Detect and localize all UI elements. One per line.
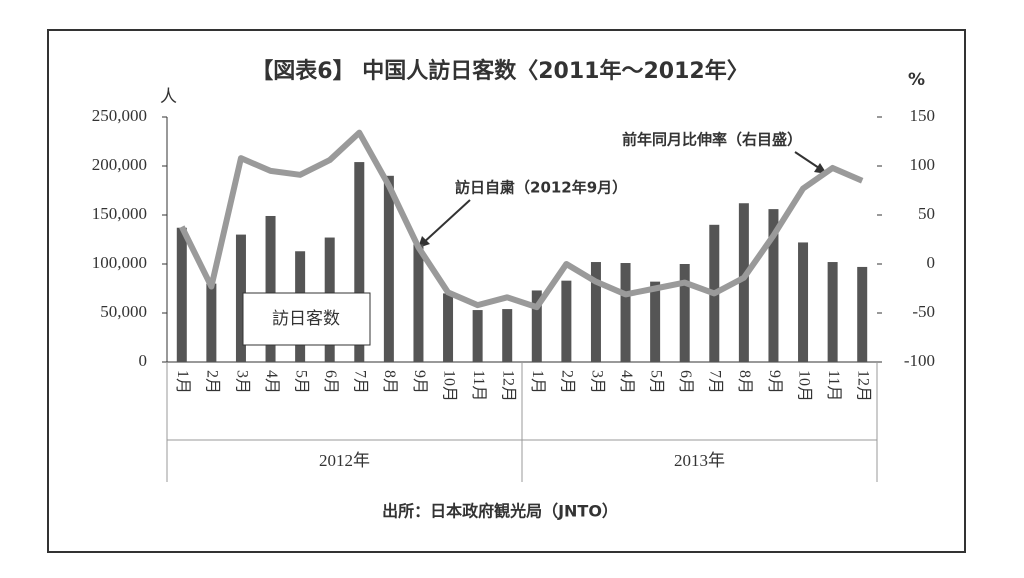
x-tick-label: 12月 — [500, 370, 517, 402]
x-group-label: 2013年 — [674, 451, 725, 470]
source: 出所：日本政府観光局（JNTO） — [382, 502, 618, 521]
x-tick-label: 6月 — [322, 370, 339, 394]
legend-label: 前年同月比伸率（右目盛） — [622, 131, 802, 149]
x-tick-label: 9月 — [766, 370, 783, 394]
x-tick-label: 7月 — [707, 370, 724, 394]
y2-unit: % — [908, 70, 925, 90]
bar — [383, 175, 394, 362]
x-tick-label: 3月 — [233, 370, 250, 394]
bar — [413, 244, 424, 362]
x-tick-label: 5月 — [292, 370, 309, 394]
y-tick-label: 50,000 — [100, 302, 147, 321]
bar — [650, 281, 661, 362]
legend-label: 訪日客数 — [272, 309, 340, 328]
x-tick-label: 10月 — [440, 370, 457, 402]
x-tick-label: 3月 — [588, 370, 605, 394]
bar — [265, 215, 276, 362]
x-tick-label: 8月 — [381, 370, 398, 394]
x-tick-label: 1月 — [174, 370, 191, 394]
bar — [857, 266, 868, 362]
bar — [620, 263, 631, 362]
annotation-arrow — [421, 199, 471, 245]
bar — [798, 242, 809, 362]
y-tick-label: 250,000 — [92, 106, 147, 125]
bar — [235, 234, 246, 362]
bar — [679, 264, 690, 362]
x-tick-label: 2月 — [204, 370, 221, 394]
bar — [443, 293, 454, 362]
y-tick-label: 200,000 — [92, 155, 147, 174]
bar — [738, 203, 749, 362]
x-tick-label: 4月 — [263, 370, 280, 394]
x-tick-label: 11月 — [470, 370, 487, 401]
x-tick-label: 1月 — [529, 370, 546, 394]
bar — [590, 262, 601, 362]
x-tick-label: 12月 — [855, 370, 872, 402]
x-tick-label: 6月 — [677, 370, 694, 394]
bar — [827, 262, 838, 362]
bar — [531, 290, 542, 362]
bar — [561, 280, 572, 362]
y2-tick-label: -100 — [904, 351, 935, 370]
y2-tick-label: 50 — [918, 204, 935, 223]
x-group-label: 2012年 — [319, 451, 370, 470]
bar — [176, 227, 187, 362]
bar — [354, 162, 365, 362]
y-unit: 人 — [160, 87, 177, 106]
y2-tick-label: 0 — [927, 253, 936, 272]
annotation: 訪日自粛（2012年9月） — [455, 179, 627, 197]
x-tick-label: 11月 — [825, 370, 842, 401]
y-tick-label: 0 — [139, 351, 148, 370]
x-tick-label: 8月 — [736, 370, 753, 394]
legend-box — [242, 292, 371, 346]
y2-tick-label: 150 — [910, 106, 936, 125]
y2-tick-label: 100 — [910, 155, 936, 174]
x-tick-label: 4月 — [618, 370, 635, 394]
bar — [768, 209, 779, 362]
x-tick-label: 2月 — [559, 370, 576, 394]
x-tick-label: 10月 — [795, 370, 812, 402]
y2-tick-label: -50 — [912, 302, 935, 321]
frame — [47, 29, 966, 553]
x-tick-label: 5月 — [647, 370, 664, 394]
y-tick-label: 100,000 — [92, 253, 147, 272]
bar — [206, 283, 217, 362]
x-tick-label: 9月 — [411, 370, 428, 394]
bar — [472, 310, 483, 362]
line — [179, 129, 864, 311]
bar — [502, 309, 513, 362]
y-tick-label: 150,000 — [92, 204, 147, 223]
x-tick-label: 7月 — [352, 370, 369, 394]
chart-title: 【図表6】 中国人訪日客数〈2011年～2012年〉 — [251, 58, 748, 84]
